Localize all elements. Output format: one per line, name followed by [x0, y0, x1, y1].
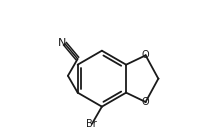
Text: N: N — [58, 38, 67, 48]
Text: Br: Br — [86, 119, 97, 129]
Text: O: O — [142, 50, 149, 60]
Text: O: O — [142, 97, 149, 107]
